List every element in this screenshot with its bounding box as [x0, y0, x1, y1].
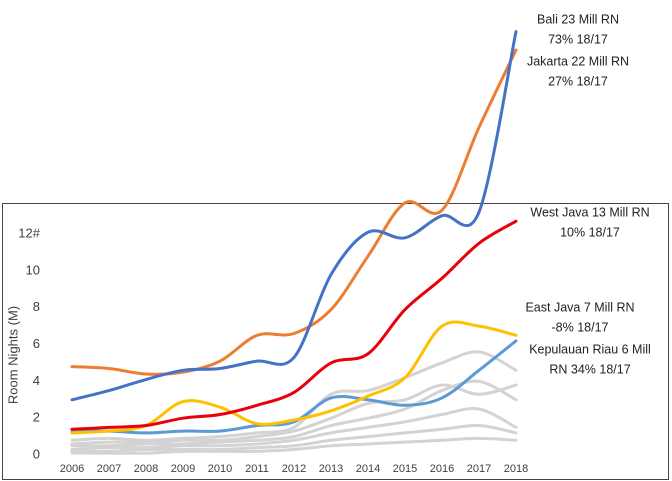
series-line	[70, 339, 518, 435]
x-tick-label: 2014	[356, 463, 380, 475]
y-tick-label: 12#	[18, 226, 40, 241]
series-line	[70, 350, 518, 442]
series-line	[70, 383, 518, 446]
y-tick-label: 2	[33, 410, 40, 425]
x-tick-label: 2017	[467, 463, 491, 475]
annotation: 27% 18/17	[548, 74, 608, 88]
x-tick-label: 2011	[245, 463, 269, 475]
x-tick-label: 2010	[208, 463, 232, 475]
y-tick-label: 0	[33, 446, 40, 461]
annotation: -8% 18/17	[552, 320, 609, 334]
x-tick-label: 2006	[60, 463, 84, 475]
annotation: RN 34% 18/17	[549, 362, 630, 376]
y-tick-label: 4	[33, 373, 40, 388]
series-line	[70, 320, 518, 435]
annotation: East Java 7 Mill RN	[525, 300, 634, 314]
x-tick-label: 2012	[282, 463, 306, 475]
y-tick-label: 8	[33, 299, 40, 314]
x-tick-label: 2013	[319, 463, 343, 475]
x-tick-label: 2007	[97, 463, 121, 475]
series-line	[70, 219, 518, 431]
annotation: 73% 18/17	[548, 32, 608, 46]
series-line	[70, 379, 518, 448]
series-line	[70, 423, 518, 453]
series-line	[70, 48, 518, 376]
y-tick-label: 10	[26, 262, 40, 277]
annotation: Jakarta 22 Mill RN	[527, 54, 629, 68]
x-tick-label: 2008	[134, 463, 158, 475]
annotation: 10% 18/17	[560, 225, 620, 239]
y-tick-label: 6	[33, 336, 40, 351]
chart-frame	[2, 203, 669, 480]
x-tick-label: 2009	[171, 463, 195, 475]
series-line	[70, 436, 518, 455]
series-line	[70, 30, 518, 402]
annotation: West Java 13 Mill RN	[530, 205, 649, 219]
x-tick-label: 2016	[430, 463, 454, 475]
annotation: Bali 23 Mill RN	[537, 12, 619, 26]
series-line	[70, 407, 518, 451]
annotation: Kepulauan Riau 6 Mill	[529, 342, 651, 356]
x-tick-label: 2018	[504, 463, 528, 475]
x-tick-label: 2015	[393, 463, 417, 475]
y-axis-label: Room Nights (M)	[5, 306, 20, 404]
